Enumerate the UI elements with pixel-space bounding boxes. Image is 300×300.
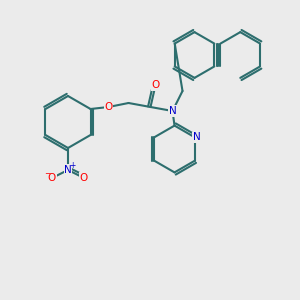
Text: N: N xyxy=(193,132,201,142)
Text: N: N xyxy=(169,106,176,116)
Text: O: O xyxy=(152,80,160,90)
Text: −: − xyxy=(44,169,50,178)
Text: O: O xyxy=(80,173,88,183)
Text: O: O xyxy=(104,102,112,112)
Text: N: N xyxy=(64,165,72,175)
Text: O: O xyxy=(48,173,56,183)
Text: +: + xyxy=(69,161,75,170)
